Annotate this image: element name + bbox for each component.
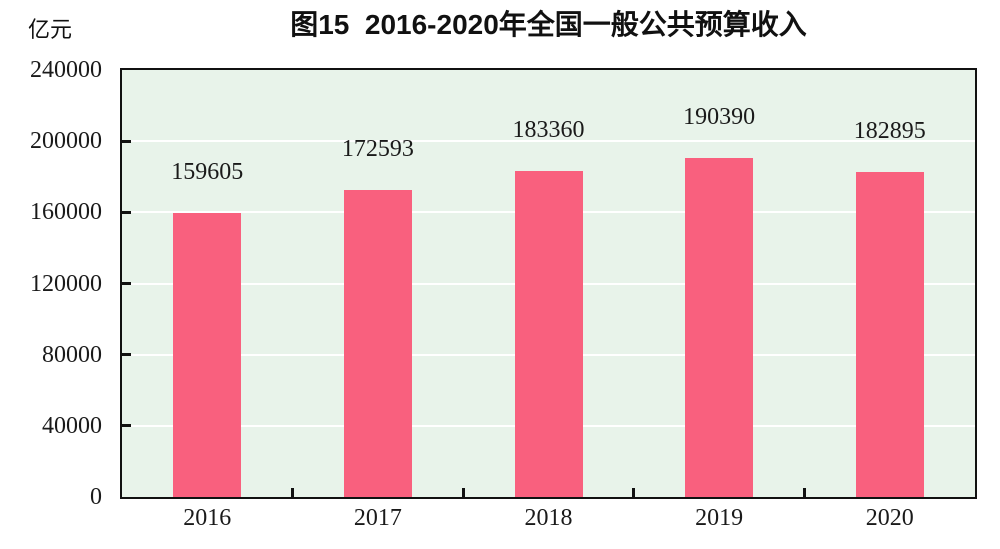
value-label-2019: 190390 xyxy=(683,104,756,131)
value-label-2018: 183360 xyxy=(512,116,585,143)
gridline xyxy=(122,140,975,143)
plot-area: 159605 172593 183360 190390 182895 xyxy=(120,68,977,499)
y-axis-tick-label: 0 xyxy=(90,484,102,510)
y-axis-tick-label: 120000 xyxy=(30,270,102,297)
bar-2018 xyxy=(514,170,583,497)
y-axis-tick-mark xyxy=(122,139,131,143)
x-axis-tick-label: 2019 xyxy=(695,505,744,531)
value-label-2017: 172593 xyxy=(341,135,414,162)
bar-2020 xyxy=(855,171,924,497)
x-axis-tick-label: 2017 xyxy=(353,505,402,531)
x-axis-tick-mark xyxy=(461,488,465,497)
y-axis-unit-label: 亿元 xyxy=(28,17,73,42)
y-axis-tick-mark xyxy=(122,282,131,285)
y-axis-tick-label: 200000 xyxy=(30,128,102,155)
x-axis-tick-mark xyxy=(632,488,636,497)
y-axis-tick-mark xyxy=(122,353,131,357)
x-axis-tick-mark xyxy=(291,488,295,497)
y-axis-tick-label: 240000 xyxy=(30,57,102,83)
bar-2016 xyxy=(173,213,242,497)
x-axis-tick-mark xyxy=(802,488,806,497)
bar-2019 xyxy=(685,158,754,497)
y-axis-tick-label: 40000 xyxy=(42,412,102,439)
x-axis-tick-label: 2018 xyxy=(524,505,573,531)
value-label-2016: 159605 xyxy=(171,159,244,186)
x-axis-tick-label: 2020 xyxy=(865,505,914,531)
y-axis-tick-label: 160000 xyxy=(30,199,102,226)
bar-2017 xyxy=(343,189,412,497)
y-axis-tick-label: 80000 xyxy=(42,341,102,368)
value-label-2020: 182895 xyxy=(853,117,926,144)
x-axis-tick-label: 2016 xyxy=(183,505,232,531)
chart-title: 图15 2016-2020年全国一般公共预算收入 xyxy=(290,9,807,40)
y-axis-tick-mark xyxy=(122,424,131,428)
y-axis-tick-mark xyxy=(122,210,131,214)
